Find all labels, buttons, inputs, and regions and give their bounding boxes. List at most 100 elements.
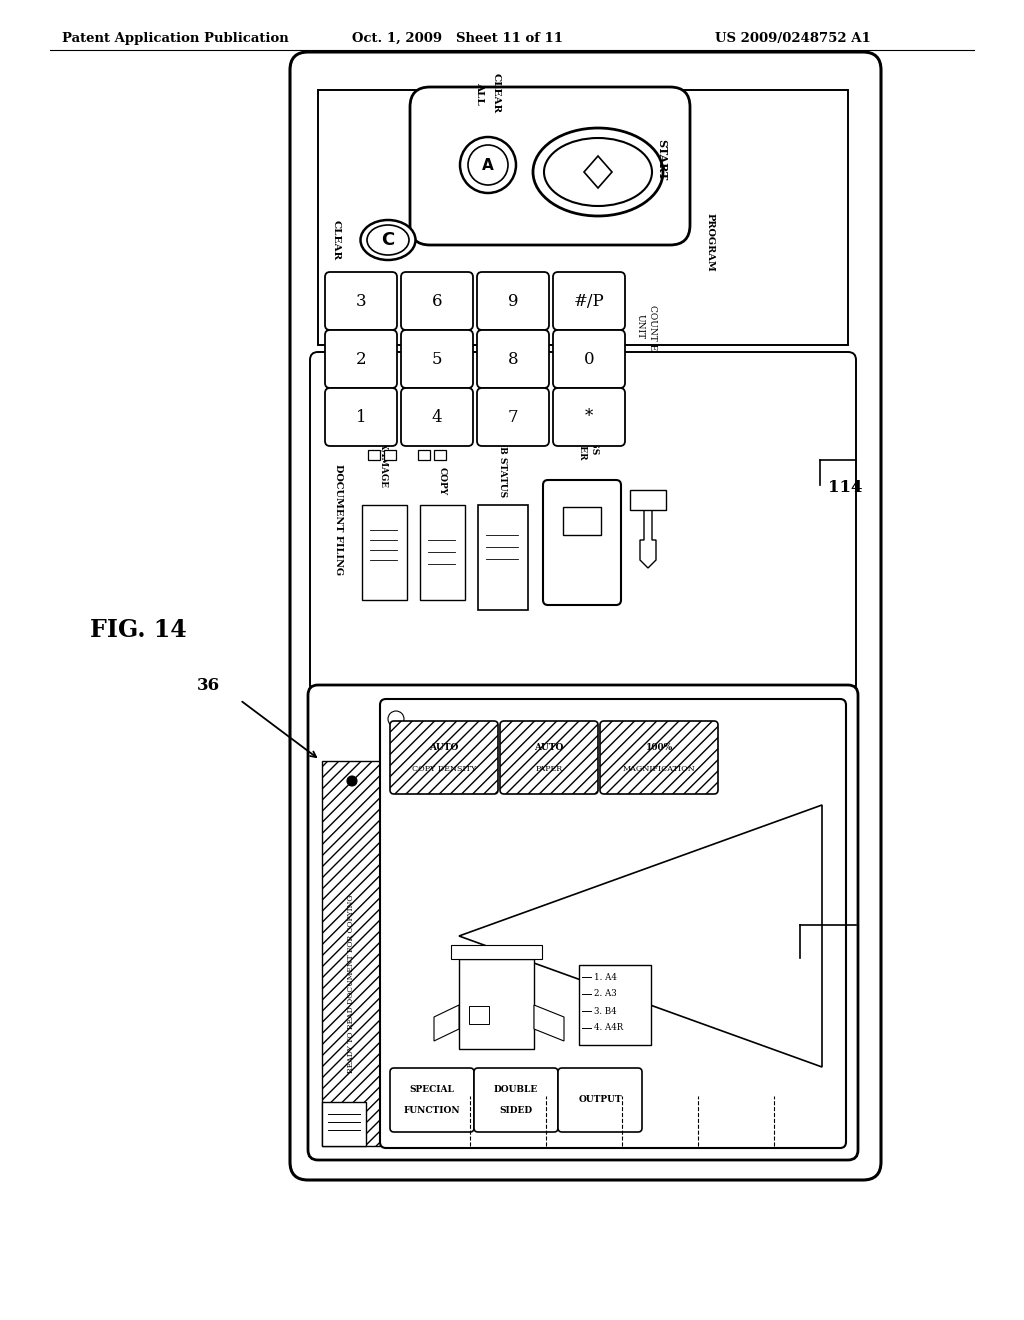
Ellipse shape [367, 224, 409, 255]
Bar [434, 450, 446, 459]
Text: USER: USER [578, 432, 587, 459]
FancyBboxPatch shape [401, 330, 473, 388]
Text: 9: 9 [508, 293, 518, 309]
FancyBboxPatch shape [600, 721, 718, 795]
Text: 108: 108 [808, 952, 843, 969]
Bar [451, 945, 542, 960]
Text: START: START [656, 140, 668, 181]
Bar [322, 1102, 366, 1146]
Text: 36: 36 [197, 676, 219, 693]
Text: 6: 6 [432, 293, 442, 309]
Text: COUNT END: COUNT END [647, 305, 656, 366]
Ellipse shape [360, 220, 416, 260]
FancyBboxPatch shape [410, 87, 690, 246]
Text: A: A [482, 157, 494, 173]
Text: DATA: DATA [434, 411, 443, 436]
Text: COPY DENSITY: COPY DENSITY [412, 766, 476, 774]
Bar [459, 960, 534, 1049]
Text: FUNCTION: FUNCTION [403, 1106, 461, 1114]
FancyBboxPatch shape [477, 330, 549, 388]
FancyBboxPatch shape [553, 272, 625, 330]
Text: 4. A4R: 4. A4R [594, 1023, 624, 1032]
FancyBboxPatch shape [500, 721, 598, 795]
Text: 2. A3: 2. A3 [594, 990, 616, 998]
Text: OUTPUT: OUTPUT [579, 1096, 622, 1105]
FancyBboxPatch shape [325, 330, 397, 388]
Text: C: C [381, 231, 394, 249]
Text: DATA: DATA [383, 411, 391, 436]
Text: US 2009/0248752 A1: US 2009/0248752 A1 [715, 32, 870, 45]
Polygon shape [584, 156, 612, 187]
Text: COMMUNICATION: COMMUNICATION [399, 346, 407, 425]
Text: JOB STATUS: JOB STATUS [499, 434, 508, 498]
Text: 3: 3 [355, 293, 367, 309]
Text: *: * [585, 408, 593, 425]
FancyBboxPatch shape [477, 272, 549, 330]
Circle shape [468, 145, 508, 185]
FancyBboxPatch shape [325, 272, 397, 330]
FancyBboxPatch shape [477, 388, 549, 446]
Ellipse shape [544, 139, 652, 206]
Text: DOUBLE: DOUBLE [494, 1085, 539, 1094]
Polygon shape [459, 805, 822, 1067]
Text: 114: 114 [828, 479, 862, 496]
Bar [384, 450, 396, 459]
Polygon shape [534, 1005, 564, 1041]
Bar [418, 450, 430, 459]
Bar [478, 506, 528, 610]
Circle shape [388, 711, 404, 727]
Circle shape [347, 776, 357, 785]
Bar [420, 506, 465, 601]
Text: 0: 0 [584, 351, 594, 367]
Text: AUTO: AUTO [429, 743, 459, 752]
FancyBboxPatch shape [308, 685, 858, 1160]
FancyBboxPatch shape [325, 388, 397, 446]
FancyBboxPatch shape [401, 272, 473, 330]
Text: SEND FAX/IMAGE: SEND FAX/IMAGE [380, 399, 388, 487]
Text: PAPER: PAPER [536, 766, 562, 774]
Text: SPECIAL: SPECIAL [410, 1085, 455, 1094]
FancyBboxPatch shape [553, 330, 625, 388]
Bar [322, 762, 380, 1146]
FancyBboxPatch shape [290, 51, 881, 1180]
Bar [368, 450, 380, 459]
FancyBboxPatch shape [310, 352, 856, 693]
Text: MAGNIFICATION: MAGNIFICATION [623, 766, 695, 774]
Text: #/P: #/P [573, 293, 604, 309]
Bar [318, 90, 848, 345]
Text: 2: 2 [355, 351, 367, 367]
Text: UNIT: UNIT [636, 314, 644, 339]
Text: SETTINGS: SETTINGS [590, 401, 598, 455]
Text: 5: 5 [432, 351, 442, 367]
Bar [362, 506, 407, 601]
Text: COPY: COPY [437, 467, 446, 495]
Text: Patent Application Publication: Patent Application Publication [62, 32, 289, 45]
Text: 4: 4 [432, 408, 442, 425]
Circle shape [460, 137, 516, 193]
Text: 7: 7 [508, 408, 518, 425]
Text: READY: READY [367, 404, 376, 436]
FancyBboxPatch shape [558, 1068, 642, 1133]
Text: BUSY: BUSY [419, 409, 427, 436]
Text: 1. A4: 1. A4 [594, 973, 616, 982]
Text: 3. B4: 3. B4 [594, 1006, 616, 1015]
Polygon shape [640, 510, 656, 568]
FancyBboxPatch shape [553, 388, 625, 446]
Text: 1: 1 [355, 408, 367, 425]
Bar [563, 507, 601, 535]
Text: 100%: 100% [645, 743, 673, 752]
Text: PROGRAM: PROGRAM [706, 213, 715, 272]
Text: CLEAR: CLEAR [492, 73, 501, 114]
Text: AUTO: AUTO [535, 743, 563, 752]
Polygon shape [630, 490, 666, 510]
Bar [579, 965, 651, 1045]
Bar [469, 1006, 489, 1024]
FancyBboxPatch shape [474, 1068, 558, 1133]
Text: CLEAR: CLEAR [332, 220, 341, 260]
FancyBboxPatch shape [390, 721, 498, 795]
Text: ALL: ALL [475, 82, 484, 104]
Polygon shape [434, 1005, 459, 1041]
Ellipse shape [534, 128, 663, 216]
Text: SIDED: SIDED [500, 1106, 532, 1114]
FancyBboxPatch shape [380, 700, 846, 1148]
